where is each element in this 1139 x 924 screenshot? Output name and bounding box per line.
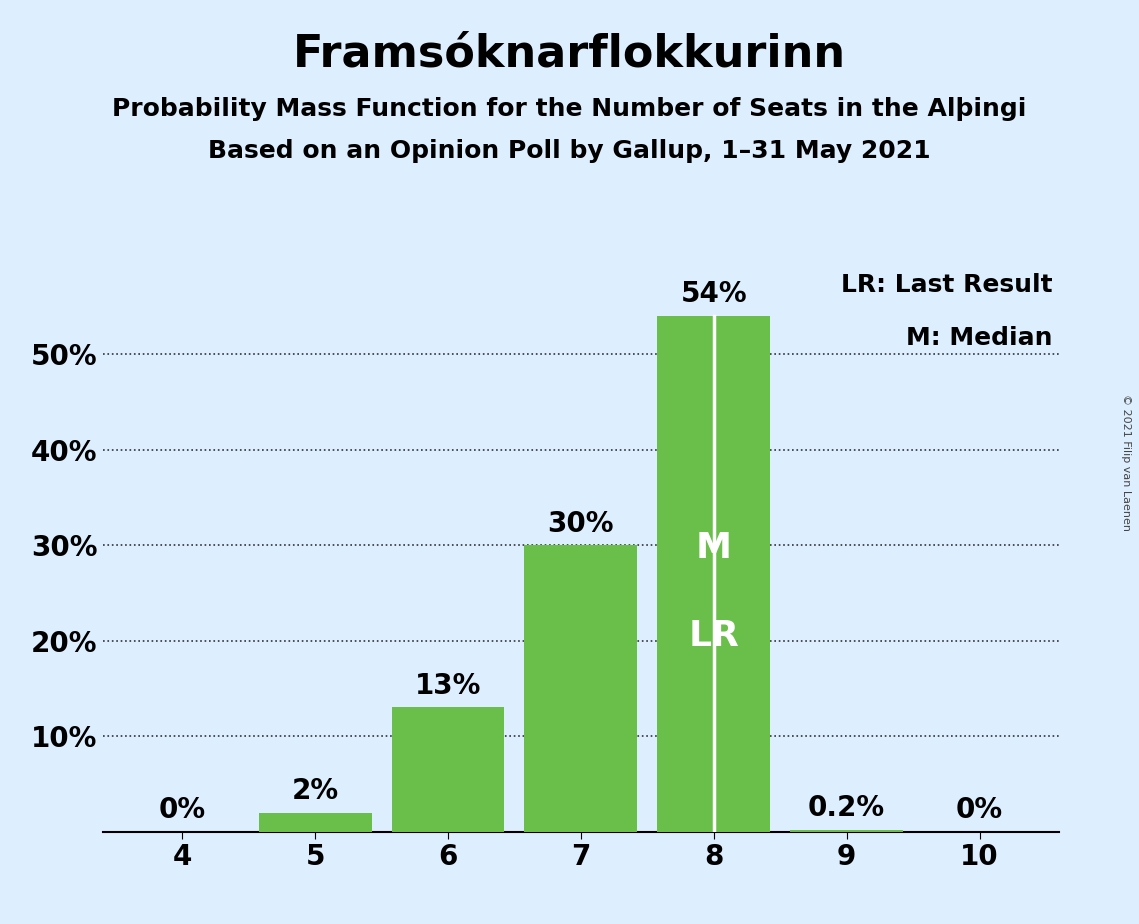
- Bar: [524, 545, 638, 832]
- Text: M: M: [696, 531, 731, 565]
- Text: Probability Mass Function for the Number of Seats in the Alþingi: Probability Mass Function for the Number…: [113, 97, 1026, 121]
- Text: Based on an Opinion Poll by Gallup, 1–31 May 2021: Based on an Opinion Poll by Gallup, 1–31…: [208, 139, 931, 163]
- Text: 2%: 2%: [292, 777, 338, 805]
- Text: 0.2%: 0.2%: [808, 794, 885, 822]
- Text: M: Median: M: Median: [907, 325, 1052, 349]
- Text: LR: Last Result: LR: Last Result: [841, 274, 1052, 297]
- Bar: [790, 830, 903, 832]
- Text: 0%: 0%: [956, 796, 1003, 824]
- Text: Framsóknarflokkurinn: Framsóknarflokkurinn: [293, 32, 846, 76]
- Bar: [392, 708, 505, 832]
- Text: 0%: 0%: [158, 796, 206, 824]
- Text: 30%: 30%: [548, 509, 614, 538]
- Bar: [657, 316, 770, 832]
- Bar: [259, 812, 371, 832]
- Text: 13%: 13%: [415, 672, 481, 699]
- Text: LR: LR: [688, 619, 739, 652]
- Text: © 2021 Filip van Laenen: © 2021 Filip van Laenen: [1121, 394, 1131, 530]
- Text: 54%: 54%: [680, 280, 747, 309]
